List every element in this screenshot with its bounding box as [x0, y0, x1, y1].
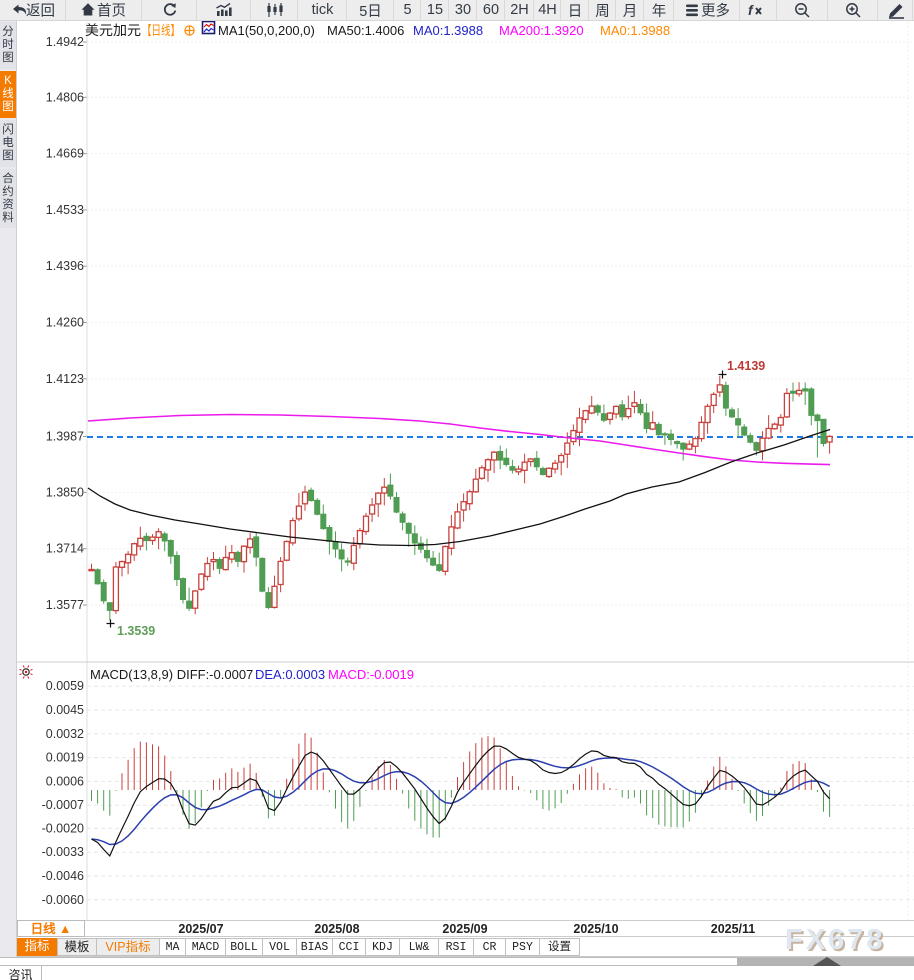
svg-text:美元加元: 美元加元 [85, 23, 141, 38]
svg-text:-0.0060: -0.0060 [42, 893, 84, 907]
svg-text:1.3850: 1.3850 [46, 485, 84, 499]
svg-text:1.4806: 1.4806 [46, 90, 84, 104]
svg-text:返回: 返回 [26, 3, 55, 19]
svg-text:0.0019: 0.0019 [46, 751, 84, 765]
svg-text:1.4533: 1.4533 [46, 203, 84, 217]
svg-text:MA0:1.3988: MA0:1.3988 [600, 23, 670, 38]
svg-text:MA200:1.3920: MA200:1.3920 [499, 23, 584, 38]
svg-text:f: f [748, 2, 754, 18]
svg-text:0.0006: 0.0006 [46, 774, 84, 788]
svg-text:1.4139: 1.4139 [727, 359, 765, 373]
svg-text:0.0059: 0.0059 [46, 679, 84, 693]
svg-text:DEA:0.0003: DEA:0.0003 [255, 667, 325, 682]
svg-text:MACD:-0.0019: MACD:-0.0019 [328, 667, 414, 682]
svg-text:首页: 首页 [97, 3, 126, 19]
svg-text:1.3577: 1.3577 [46, 598, 84, 612]
svg-text:-0.0033: -0.0033 [42, 845, 84, 859]
svg-text:1.4396: 1.4396 [46, 259, 84, 273]
svg-text:1.4942: 1.4942 [46, 35, 84, 49]
svg-text:-0.0046: -0.0046 [42, 869, 84, 883]
svg-text:1.3987: 1.3987 [46, 430, 84, 444]
svg-text:-0.0007: -0.0007 [42, 798, 84, 812]
svg-text:MA0:1.3988: MA0:1.3988 [413, 23, 483, 38]
svg-text:1.3714: 1.3714 [46, 542, 84, 556]
svg-text:MA50:1.4006: MA50:1.4006 [327, 23, 404, 38]
svg-text:MACD(13,8,9) DIFF:-0.0007: MACD(13,8,9) DIFF:-0.0007 [90, 667, 253, 682]
svg-text:-0.0020: -0.0020 [42, 821, 84, 835]
svg-text:1.4123: 1.4123 [46, 372, 84, 386]
svg-text:1.4669: 1.4669 [46, 147, 84, 161]
svg-text:1.4260: 1.4260 [46, 316, 84, 330]
svg-text:0.0045: 0.0045 [46, 703, 84, 717]
svg-text:0.0032: 0.0032 [46, 727, 84, 741]
svg-text:MA1(50,0,200,0): MA1(50,0,200,0) [218, 23, 315, 38]
svg-text:更多: 更多 [701, 3, 729, 19]
svg-text:【日线】: 【日线】 [142, 23, 180, 38]
svg-text:1.3539: 1.3539 [117, 624, 155, 638]
